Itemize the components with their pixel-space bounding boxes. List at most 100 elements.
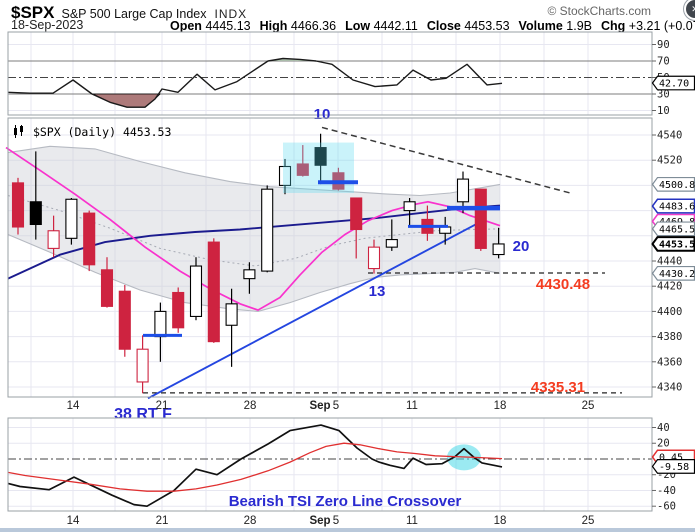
x-axis-label: 14 <box>67 400 80 412</box>
tsi-line <box>7 424 503 508</box>
annotation-20: 20 <box>513 238 530 255</box>
axis-value-box-4465.51: 4465.51 <box>651 221 695 237</box>
candle-Sep-18 <box>492 227 505 259</box>
candle-body <box>207 241 220 343</box>
stockcharts-credit: © StockCharts.com <box>547 4 651 18</box>
candle-body <box>385 239 398 248</box>
y-axis-label: 4360 <box>657 356 682 368</box>
x-axis-label: 18 <box>494 515 507 527</box>
y-axis-label: 10 <box>657 105 670 117</box>
x-axis-label: 21 <box>156 515 169 527</box>
value-box-label: 4500.83 <box>659 180 695 191</box>
candle-body <box>243 269 256 280</box>
y-axis-label: 4400 <box>657 306 682 318</box>
tsi-x-axis: 14 21 28 Sep 5 11 18 25 <box>67 515 595 527</box>
candle-Aug-17 <box>118 284 131 357</box>
axis-value-box-4500.83: 4500.83 <box>651 176 695 192</box>
x-axis-label: 14 <box>67 515 80 527</box>
x-axis-label: 5 <box>333 400 339 412</box>
axis-value-box-4453.53: 4453.53 <box>651 236 695 252</box>
candle-Aug-30 <box>278 158 292 195</box>
quote-change: Chg +3.21 (+0.07%) ▲ <box>600 19 695 33</box>
momentum-panel <box>7 31 653 116</box>
value-box-label: 4465.51 <box>659 224 695 235</box>
x-axis-label: 18 <box>494 400 507 412</box>
candle-body <box>29 201 42 226</box>
x-axis-label: 28 <box>244 515 257 527</box>
candle-body <box>154 310 167 338</box>
candle-Aug-10 <box>29 151 42 240</box>
x-axis-label: Sep <box>309 515 330 527</box>
candle-Aug-31 <box>296 145 309 177</box>
tsi-panel: Bearish TSI Zero Line Crossover <box>7 417 653 512</box>
candle-body <box>172 291 185 329</box>
descending-dashed-trendline <box>321 126 571 194</box>
symbol: $SPX <box>11 3 55 22</box>
quote-low: Low 4442.11 <box>345 19 418 33</box>
y-axis-label: 30 <box>657 89 670 101</box>
x-axis-label: 25 <box>582 515 595 527</box>
annotation-4335.31: 4335.31 <box>531 379 585 396</box>
candle-body <box>118 290 131 350</box>
y-axis-label: 40 <box>657 422 670 434</box>
ema-line <box>5 146 501 312</box>
candle-Aug-23 <box>189 257 203 321</box>
candle-body <box>47 230 60 249</box>
chart-date: 18-Sep-2023 <box>11 18 84 32</box>
value-box-label: 0.45 <box>659 453 683 464</box>
corner-widget-button[interactable]: ✕ <box>684 0 695 20</box>
candle-body <box>11 182 25 228</box>
candle-body <box>456 178 470 203</box>
value-box-label: 4430.20 <box>659 269 695 280</box>
value-box-label: -9.58 <box>659 462 689 473</box>
candlesticks <box>11 133 505 394</box>
annotation-10: 10 <box>314 106 331 123</box>
candle-body <box>367 246 381 270</box>
candle-Sep-11 <box>403 198 416 226</box>
candle-body <box>65 198 78 239</box>
value-box-label: 4453.53 <box>659 240 695 251</box>
quote-open: Open 4445.13 <box>170 19 251 33</box>
candle-Sep-1 <box>314 133 327 185</box>
candle-Aug-28 <box>243 262 256 294</box>
y-axis-label: 90 <box>657 39 670 51</box>
tsi-panel-border <box>7 417 653 512</box>
bollinger-upper-band <box>7 145 501 197</box>
candle-Sep-15 <box>474 188 487 251</box>
cyan-highlight-box <box>283 142 354 193</box>
x-axis-label: 25 <box>582 400 595 412</box>
header-title-row: $SPX S&P 500 Large Cap Index INDX <box>11 3 247 23</box>
candle-body <box>314 147 327 166</box>
candle-body <box>189 265 203 317</box>
y-axis-label: 20 <box>657 438 670 450</box>
annotation-4430.48: 4430.48 <box>536 276 590 293</box>
y-axis-label: 4440 <box>657 256 682 268</box>
price-panel-legend: $SPX (Daily) 4453.53 <box>13 125 171 139</box>
legend-label: $SPX (Daily) 4453.53 <box>32 125 172 139</box>
candle-Aug-22 <box>172 287 185 333</box>
candle-body <box>439 226 452 234</box>
candle-Aug-9 <box>11 177 25 235</box>
x-axis-label: 11 <box>406 515 418 527</box>
momentum-panel-border <box>7 31 653 116</box>
candle-Sep-7 <box>367 239 381 274</box>
candle-Sep-8 <box>385 219 398 251</box>
candle-Aug-11 <box>47 215 60 258</box>
chart-type-icon <box>14 125 23 138</box>
axis-value-box-42.70: 42.70 <box>651 75 695 91</box>
candle-body <box>492 243 505 256</box>
quote-close: Close 4453.53 <box>426 19 510 33</box>
window-edge-strip <box>0 528 695 532</box>
candle-body <box>278 165 292 186</box>
x-axis-label: Sep <box>309 400 330 412</box>
candle-body <box>261 188 274 272</box>
y-axis-label: -60 <box>657 501 676 513</box>
price-x-axis: 14 21 28 Sep 5 11 18 25 <box>67 400 595 412</box>
candle-body <box>296 163 309 176</box>
bollinger-middle-band <box>7 195 501 267</box>
tsi-signal-line <box>7 442 503 492</box>
quote-volume: Volume 1.9B <box>518 19 592 33</box>
candle-body <box>136 348 149 383</box>
